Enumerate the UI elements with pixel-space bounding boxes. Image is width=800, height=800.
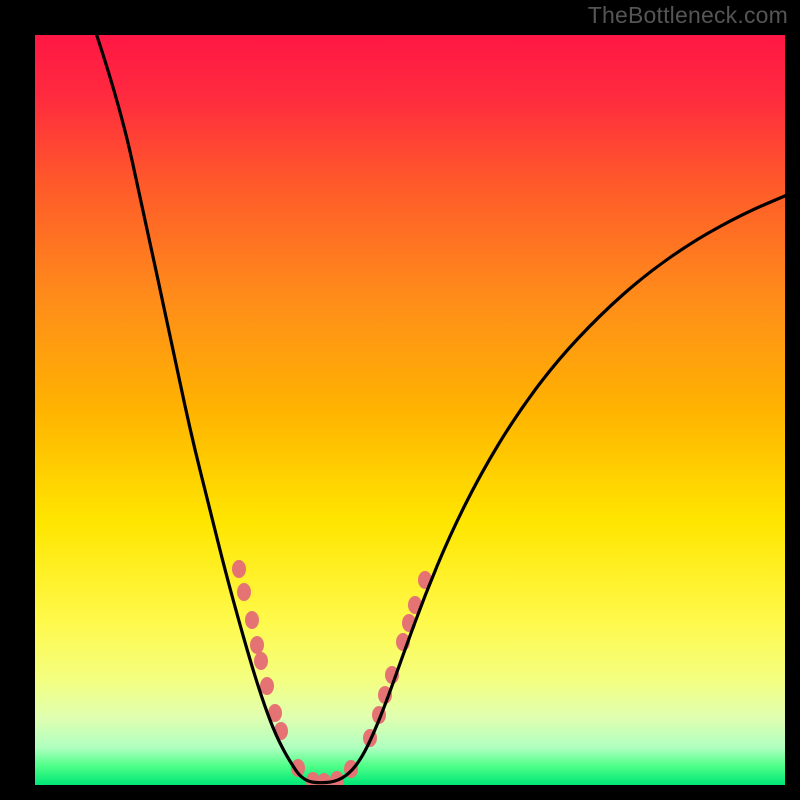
- data-dot: [250, 636, 264, 654]
- chart-canvas: TheBottleneck.com: [0, 0, 800, 800]
- data-dot: [260, 677, 274, 695]
- data-dot: [237, 583, 251, 601]
- data-dot: [254, 652, 268, 670]
- watermark-text: TheBottleneck.com: [588, 2, 788, 29]
- plot-area: [35, 35, 785, 785]
- gradient-background: [35, 35, 785, 785]
- data-dot: [232, 560, 246, 578]
- plot-svg: [35, 35, 785, 785]
- data-dot: [245, 611, 259, 629]
